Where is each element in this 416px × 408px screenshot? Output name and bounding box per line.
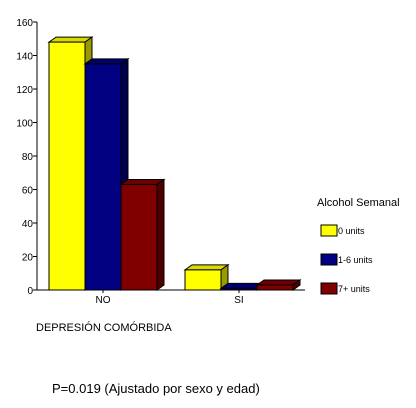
bar-front-face: [120, 183, 158, 291]
y-tick-label: 60: [22, 186, 34, 197]
x-tick-label: SI: [234, 295, 243, 306]
bar: [255, 279, 302, 291]
x-axis-title: DEPRESIÓN COMÓRBIDA: [36, 321, 172, 334]
y-tick-label: 120: [16, 85, 33, 96]
y-tick-label: 0: [27, 286, 33, 297]
legend-items: 0 units 1-6 units 7+ units: [320, 224, 373, 295]
bar-front-face: [220, 287, 258, 291]
bar-front-face: [256, 284, 294, 291]
legend-item: 7+ units: [320, 282, 370, 295]
x-tick-label: NO: [96, 295, 111, 306]
legend-swatch: [320, 253, 338, 266]
bar-front-face: [184, 269, 222, 291]
legend: Alcohol Semanal 0 units 1-6 units 7+ units: [317, 197, 400, 295]
legend-item: 0 units: [320, 224, 365, 237]
legend-title: Alcohol Semanal: [317, 197, 400, 209]
bar: [183, 263, 230, 291]
legend-swatch: [320, 224, 338, 237]
legend-swatch: [320, 282, 338, 295]
legend-label: 7+ units: [338, 284, 370, 294]
legend-label: 1-6 units: [338, 255, 373, 265]
y-tick-label: 20: [22, 253, 34, 264]
bar-front-face: [48, 41, 86, 291]
bar: [119, 178, 166, 291]
y-tick-label: 140: [16, 52, 33, 63]
legend-item: 1-6 units: [320, 253, 373, 266]
axis-labels: 0 20 40 60 80 100 120 140 160 NO SI: [16, 18, 243, 306]
footnote-text: P=0.019 (Ajustado por sexo y edad): [52, 381, 260, 396]
bar-side-face: [156, 178, 165, 291]
y-tick-label: 80: [22, 152, 34, 163]
legend-label: 0 units: [338, 226, 365, 236]
bar-front-face: [84, 63, 122, 291]
bars: [47, 36, 302, 291]
y-tick-label: 100: [16, 119, 33, 130]
y-tick-label: 40: [22, 219, 34, 230]
y-tick-label: 160: [16, 18, 33, 29]
